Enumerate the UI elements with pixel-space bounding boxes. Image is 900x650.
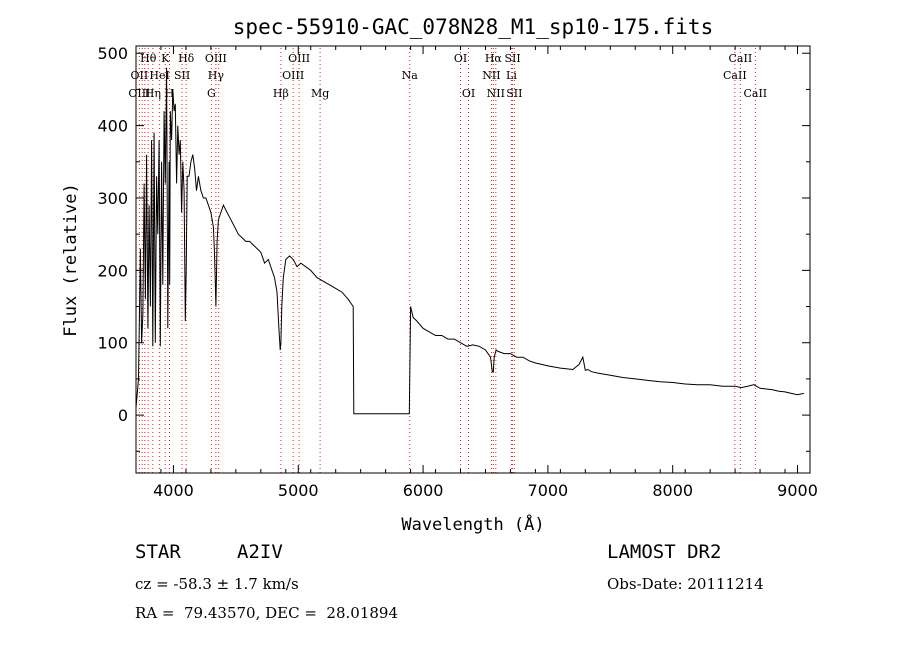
- line-label: Mg: [311, 87, 329, 100]
- line-label: CaII: [743, 87, 767, 100]
- x-tick-label: 6000: [403, 481, 444, 500]
- x-tick-label: 7000: [528, 481, 569, 500]
- spectrum-series: [135, 67, 804, 415]
- coordinates: RA = 79.43570, DEC = 28.01894: [135, 604, 399, 622]
- line-label: OI: [462, 87, 475, 100]
- y-tick-label: 100: [97, 334, 128, 353]
- x-tick-label: 4000: [153, 481, 194, 500]
- y-tick-label: 0: [118, 406, 128, 425]
- x-tick-label: 9000: [777, 481, 818, 500]
- line-label: OIII: [282, 69, 304, 82]
- axis-ticks: 4000 5000 6000 7000 8000 9000 0 100 200 300 400 500: [97, 44, 817, 500]
- observation-date: Obs-Date: 20111214: [607, 575, 764, 593]
- line-markers: [138, 48, 756, 473]
- line-label: CaII: [729, 52, 753, 65]
- y-tick-label: 500: [97, 44, 128, 63]
- chart-title: spec-55910-GAC_078N28_M1_sp10-175.fits: [233, 15, 713, 39]
- redshift-cz: cz = -58.3 ± 1.7 km/s: [135, 575, 299, 593]
- line-label: Hη: [145, 87, 161, 100]
- line-label: H: [165, 87, 175, 100]
- line-label: CaII: [723, 69, 747, 82]
- x-tick-label: 5000: [278, 481, 319, 500]
- line-label: SII: [506, 87, 522, 100]
- line-label: NII: [482, 69, 500, 82]
- line-label: HeI: [149, 69, 169, 82]
- line-label: OII: [131, 69, 149, 82]
- line-label: K: [161, 52, 170, 65]
- object-subclass: A2IV: [237, 541, 283, 563]
- y-tick-label: 200: [97, 261, 128, 280]
- line-label: Hγ: [208, 69, 225, 82]
- line-label: NII: [487, 87, 505, 100]
- line-label: Hδ: [178, 52, 195, 65]
- line-label: Hθ: [140, 52, 157, 65]
- line-label: Hα: [485, 52, 503, 65]
- survey-name: LAMOST DR2: [607, 541, 722, 563]
- x-axis-label: Wavelength (Å): [401, 513, 544, 535]
- line-label: Hβ: [273, 87, 289, 100]
- x-tick-label: 8000: [652, 481, 693, 500]
- object-type: STAR: [135, 541, 181, 563]
- line-label: G: [207, 87, 216, 100]
- line-label: Li: [506, 69, 517, 82]
- line-label: OIII: [128, 87, 150, 100]
- line-label: SII: [504, 52, 520, 65]
- y-tick-label: 400: [97, 117, 128, 136]
- y-tick-label: 300: [97, 189, 128, 208]
- line-label: OIII: [205, 52, 227, 65]
- line-label: Na: [402, 69, 419, 82]
- line-label: SII: [174, 69, 190, 82]
- y-axis-label: Flux (relative): [61, 183, 81, 337]
- line-label: OIII: [288, 52, 310, 65]
- plot-frame: [135, 45, 811, 474]
- line-label: OI: [454, 52, 467, 65]
